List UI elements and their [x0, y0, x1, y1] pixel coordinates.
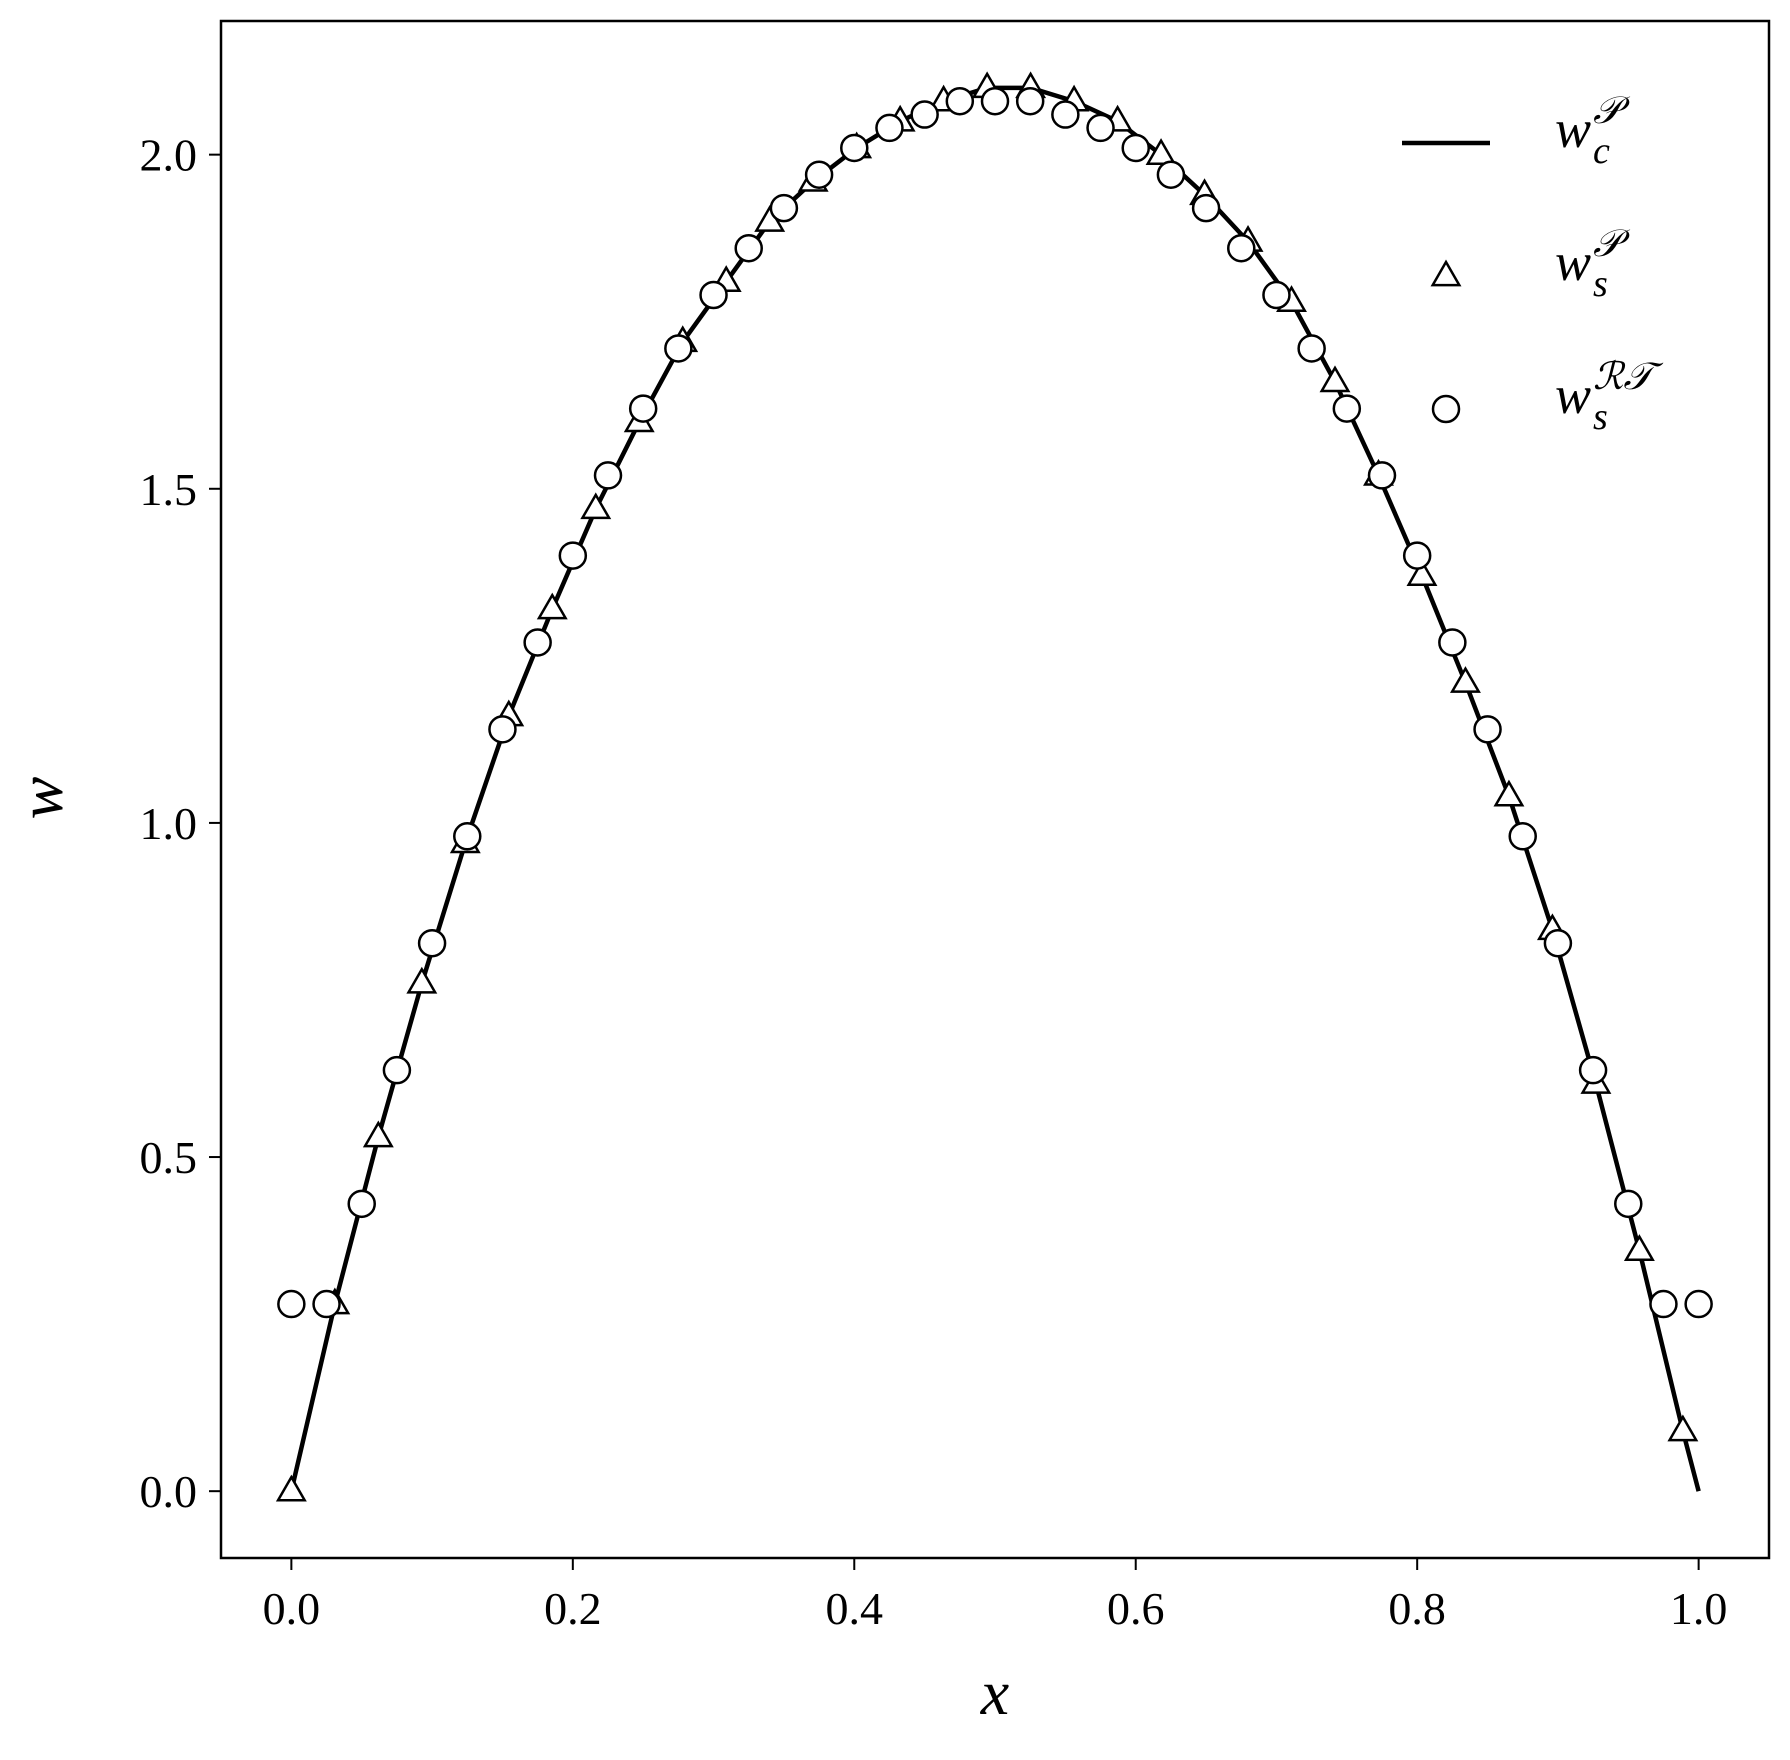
circle-marker — [1227, 233, 1256, 263]
circle-marker — [1402, 541, 1432, 570]
circle-marker — [699, 280, 728, 310]
circle-marker — [734, 233, 763, 263]
circle-marker — [1086, 113, 1115, 143]
x-tick-label: 0.4 — [826, 1583, 884, 1634]
circle-marker — [1473, 715, 1502, 744]
legend-label: w𝒫 s — [1555, 223, 1631, 305]
triangle-marker — [1319, 365, 1351, 393]
axes-frame — [219, 19, 1771, 1560]
triangle-marker — [1406, 559, 1438, 587]
circle-marker — [382, 1055, 412, 1085]
y-axis-label: w — [5, 776, 76, 819]
circle-marker — [488, 715, 517, 744]
circle-marker — [840, 133, 869, 163]
x-tick-label: 0.6 — [1107, 1583, 1165, 1634]
x-tick-label: 0.2 — [544, 1583, 602, 1634]
circle-marker — [417, 928, 447, 958]
legend-triangle — [1430, 259, 1462, 287]
triangle-marker — [580, 492, 612, 520]
circle-marker — [593, 461, 623, 490]
triangle-marker — [1145, 138, 1177, 166]
x-axis-label: x — [980, 1657, 1009, 1728]
legend-label: w𝒫 c — [1555, 90, 1631, 172]
triangle-marker — [275, 1474, 307, 1502]
y-tick-label: 1.5 — [140, 464, 198, 515]
circle-marker — [945, 86, 975, 116]
circle-marker — [769, 193, 799, 223]
triangle-marker — [362, 1120, 394, 1148]
circle-marker — [628, 394, 658, 423]
circle-marker — [664, 334, 693, 363]
triangle-marker — [1667, 1414, 1699, 1442]
circle-marker — [980, 86, 1010, 116]
legend-circle — [1431, 394, 1461, 424]
y-tick-label: 0.0 — [140, 1466, 198, 1517]
legend-label: wℛ𝒯 s — [1555, 356, 1663, 438]
circle-marker — [1297, 334, 1326, 363]
y-tick-label: 0.5 — [140, 1132, 198, 1183]
plot-area — [275, 71, 1713, 1502]
circle-marker — [523, 628, 552, 657]
circle-marker — [1438, 628, 1467, 657]
circle-marker — [277, 1289, 306, 1319]
triangle-marker — [1493, 779, 1525, 807]
y-tick-label: 1.0 — [140, 798, 198, 849]
circle-marker — [1015, 86, 1045, 116]
circle-marker — [1262, 280, 1291, 310]
circle-marker — [1614, 1189, 1643, 1219]
circle-marker — [1649, 1289, 1678, 1319]
circle-marker — [558, 541, 588, 570]
circle-marker — [1156, 160, 1186, 189]
circle-marker — [1332, 394, 1362, 423]
circle-marker — [312, 1289, 341, 1319]
triangle-marker — [406, 966, 438, 994]
circle-marker — [1367, 461, 1397, 490]
y-tick-label: 2.0 — [140, 130, 198, 181]
circle-marker — [804, 160, 834, 189]
circle-marker — [1578, 1055, 1608, 1085]
circle-marker — [1121, 133, 1150, 163]
circle-marker — [1051, 100, 1080, 129]
x-tick-label: 1.0 — [1670, 1583, 1728, 1634]
triangle-marker — [1623, 1234, 1655, 1261]
circle-marker — [1508, 822, 1537, 851]
circle-marker — [1191, 193, 1221, 223]
triangle-marker — [1449, 666, 1481, 693]
x-tick-label: 0.8 — [1388, 1583, 1446, 1634]
circle-marker — [875, 113, 904, 143]
circle-marker — [453, 822, 482, 851]
triangle-marker — [536, 592, 568, 620]
circle-marker — [347, 1189, 376, 1219]
circle-marker — [1543, 928, 1573, 958]
x-tick-label: 0.0 — [263, 1583, 321, 1634]
circle-marker — [910, 100, 939, 129]
circle-marker — [1684, 1289, 1713, 1319]
